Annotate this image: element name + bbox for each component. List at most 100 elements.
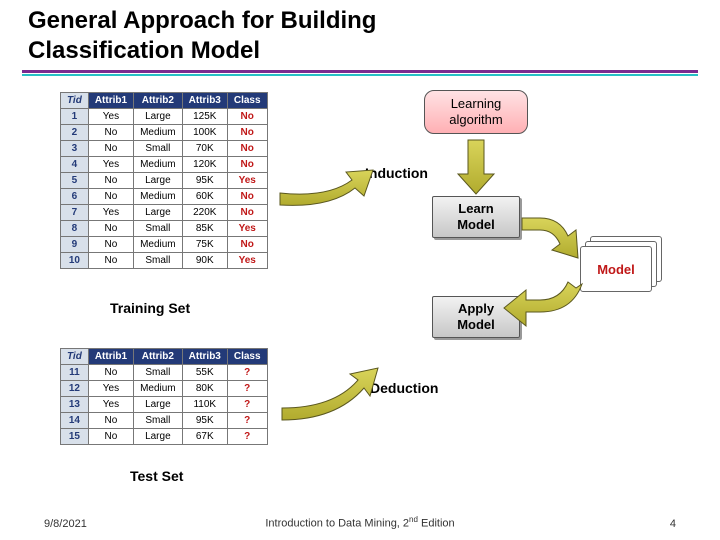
tid-cell: 8 xyxy=(61,221,89,237)
attr-cell: No xyxy=(88,173,133,189)
attr-cell: No xyxy=(88,141,133,157)
attr-cell: Medium xyxy=(134,237,183,253)
class-cell: No xyxy=(227,205,267,221)
attr-cell: Small xyxy=(134,221,183,237)
attr-cell: Yes xyxy=(88,397,133,413)
footer-date: 9/8/2021 xyxy=(44,518,87,530)
attr-cell: Large xyxy=(134,397,183,413)
table-row: 1YesLarge125KNo xyxy=(61,109,268,125)
learning-algorithm-label: Learningalgorithm xyxy=(449,96,502,127)
table-row: 11NoSmall55K? xyxy=(61,365,268,381)
class-cell: ? xyxy=(227,429,267,445)
col-header: Tid xyxy=(61,349,89,365)
col-header: Attrib3 xyxy=(182,93,227,109)
col-header: Attrib2 xyxy=(134,93,183,109)
class-cell: No xyxy=(227,109,267,125)
attr-cell: Medium xyxy=(134,189,183,205)
col-header: Attrib3 xyxy=(182,349,227,365)
attr-cell: Medium xyxy=(134,125,183,141)
table-row: 8NoSmall85KYes xyxy=(61,221,268,237)
arrow-test-to-apply xyxy=(282,368,378,420)
attr-cell: No xyxy=(88,365,133,381)
col-header: Class xyxy=(227,349,267,365)
attr-cell: No xyxy=(88,429,133,445)
attr-cell: Small xyxy=(134,253,183,269)
tid-cell: 15 xyxy=(61,429,89,445)
attr-cell: No xyxy=(88,221,133,237)
table-row: 7YesLarge220KNo xyxy=(61,205,268,221)
col-header: Tid xyxy=(61,93,89,109)
table-row: 14NoSmall95K? xyxy=(61,413,268,429)
tid-cell: 4 xyxy=(61,157,89,173)
tid-cell: 14 xyxy=(61,413,89,429)
attr-cell: Small xyxy=(134,365,183,381)
attr-cell: Large xyxy=(134,205,183,221)
class-cell: ? xyxy=(227,381,267,397)
attr-cell: No xyxy=(88,189,133,205)
table-row: 9NoMedium75KNo xyxy=(61,237,268,253)
attr-cell: 80K xyxy=(182,381,227,397)
table-row: 13YesLarge110K? xyxy=(61,397,268,413)
attr-cell: 60K xyxy=(182,189,227,205)
attr-cell: 95K xyxy=(182,413,227,429)
attr-cell: No xyxy=(88,237,133,253)
tid-cell: 5 xyxy=(61,173,89,189)
class-cell: ? xyxy=(227,365,267,381)
tid-cell: 7 xyxy=(61,205,89,221)
attr-cell: Small xyxy=(134,413,183,429)
attr-cell: 75K xyxy=(182,237,227,253)
tid-cell: 9 xyxy=(61,237,89,253)
apply-model-box: ApplyModel xyxy=(432,296,520,338)
arrow-learn-to-model xyxy=(522,218,578,258)
class-cell: No xyxy=(227,141,267,157)
attr-cell: 55K xyxy=(182,365,227,381)
attr-cell: Yes xyxy=(88,381,133,397)
col-header: Attrib1 xyxy=(88,93,133,109)
col-header: Attrib1 xyxy=(88,349,133,365)
arrow-algo-to-learn xyxy=(458,140,494,194)
attr-cell: 120K xyxy=(182,157,227,173)
model-label: Model xyxy=(597,262,635,277)
training-caption: Training Set xyxy=(110,300,190,316)
attr-cell: 95K xyxy=(182,173,227,189)
class-cell: No xyxy=(227,125,267,141)
class-cell: No xyxy=(227,189,267,205)
class-cell: No xyxy=(227,237,267,253)
deduction-label: Deduction xyxy=(370,380,438,396)
attr-cell: Small xyxy=(134,141,183,157)
attr-cell: Yes xyxy=(88,205,133,221)
learn-model-box: LearnModel xyxy=(432,196,520,238)
tid-cell: 3 xyxy=(61,141,89,157)
apply-model-label: ApplyModel xyxy=(457,301,495,332)
attr-cell: No xyxy=(88,125,133,141)
attr-cell: No xyxy=(88,413,133,429)
col-header: Attrib2 xyxy=(134,349,183,365)
col-header: Class xyxy=(227,93,267,109)
table-row: 3NoSmall70KNo xyxy=(61,141,268,157)
tid-cell: 11 xyxy=(61,365,89,381)
table-row: 6NoMedium60KNo xyxy=(61,189,268,205)
arrow-training-to-learn xyxy=(280,170,373,205)
table-row: 15NoLarge67K? xyxy=(61,429,268,445)
attr-cell: Medium xyxy=(134,381,183,397)
attr-cell: Yes xyxy=(88,157,133,173)
table-row: 12YesMedium80K? xyxy=(61,381,268,397)
learn-model-label: LearnModel xyxy=(457,201,495,232)
learning-algorithm-box: Learningalgorithm xyxy=(424,90,528,134)
attr-cell: 125K xyxy=(182,109,227,125)
table-row: 2NoMedium100KNo xyxy=(61,125,268,141)
table-row: 4YesMedium120KNo xyxy=(61,157,268,173)
attr-cell: 85K xyxy=(182,221,227,237)
attr-cell: Large xyxy=(134,109,183,125)
attr-cell: Large xyxy=(134,429,183,445)
attr-cell: 70K xyxy=(182,141,227,157)
tid-cell: 10 xyxy=(61,253,89,269)
table-row: 10NoSmall90KYes xyxy=(61,253,268,269)
tid-cell: 1 xyxy=(61,109,89,125)
model-card-front: Model xyxy=(580,246,652,292)
class-cell: Yes xyxy=(227,253,267,269)
attr-cell: 110K xyxy=(182,397,227,413)
attr-cell: 100K xyxy=(182,125,227,141)
footer-center: Introduction to Data Mining, 2nd Edition xyxy=(265,515,454,530)
attr-cell: Medium xyxy=(134,157,183,173)
